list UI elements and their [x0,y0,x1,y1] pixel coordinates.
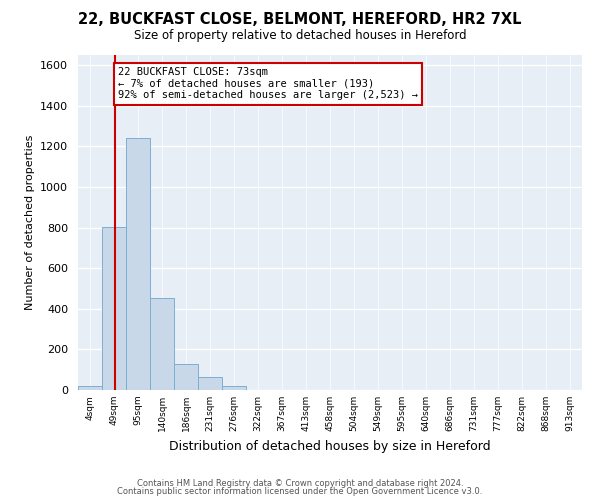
Bar [222,386,246,390]
Text: 22, BUCKFAST CLOSE, BELMONT, HEREFORD, HR2 7XL: 22, BUCKFAST CLOSE, BELMONT, HEREFORD, H… [78,12,522,28]
X-axis label: Distribution of detached houses by size in Hereford: Distribution of detached houses by size … [169,440,491,452]
Text: 22 BUCKFAST CLOSE: 73sqm
← 7% of detached houses are smaller (193)
92% of semi-d: 22 BUCKFAST CLOSE: 73sqm ← 7% of detache… [118,67,418,100]
Text: Contains public sector information licensed under the Open Government Licence v3: Contains public sector information licen… [118,487,482,496]
Bar [150,298,174,390]
Text: Size of property relative to detached houses in Hereford: Size of property relative to detached ho… [134,29,466,42]
Text: Contains HM Land Registry data © Crown copyright and database right 2024.: Contains HM Land Registry data © Crown c… [137,478,463,488]
Bar [102,226,126,390]
Bar [174,364,198,390]
Bar [126,138,150,390]
Y-axis label: Number of detached properties: Number of detached properties [25,135,35,310]
Bar [198,378,222,390]
Bar [78,386,102,390]
